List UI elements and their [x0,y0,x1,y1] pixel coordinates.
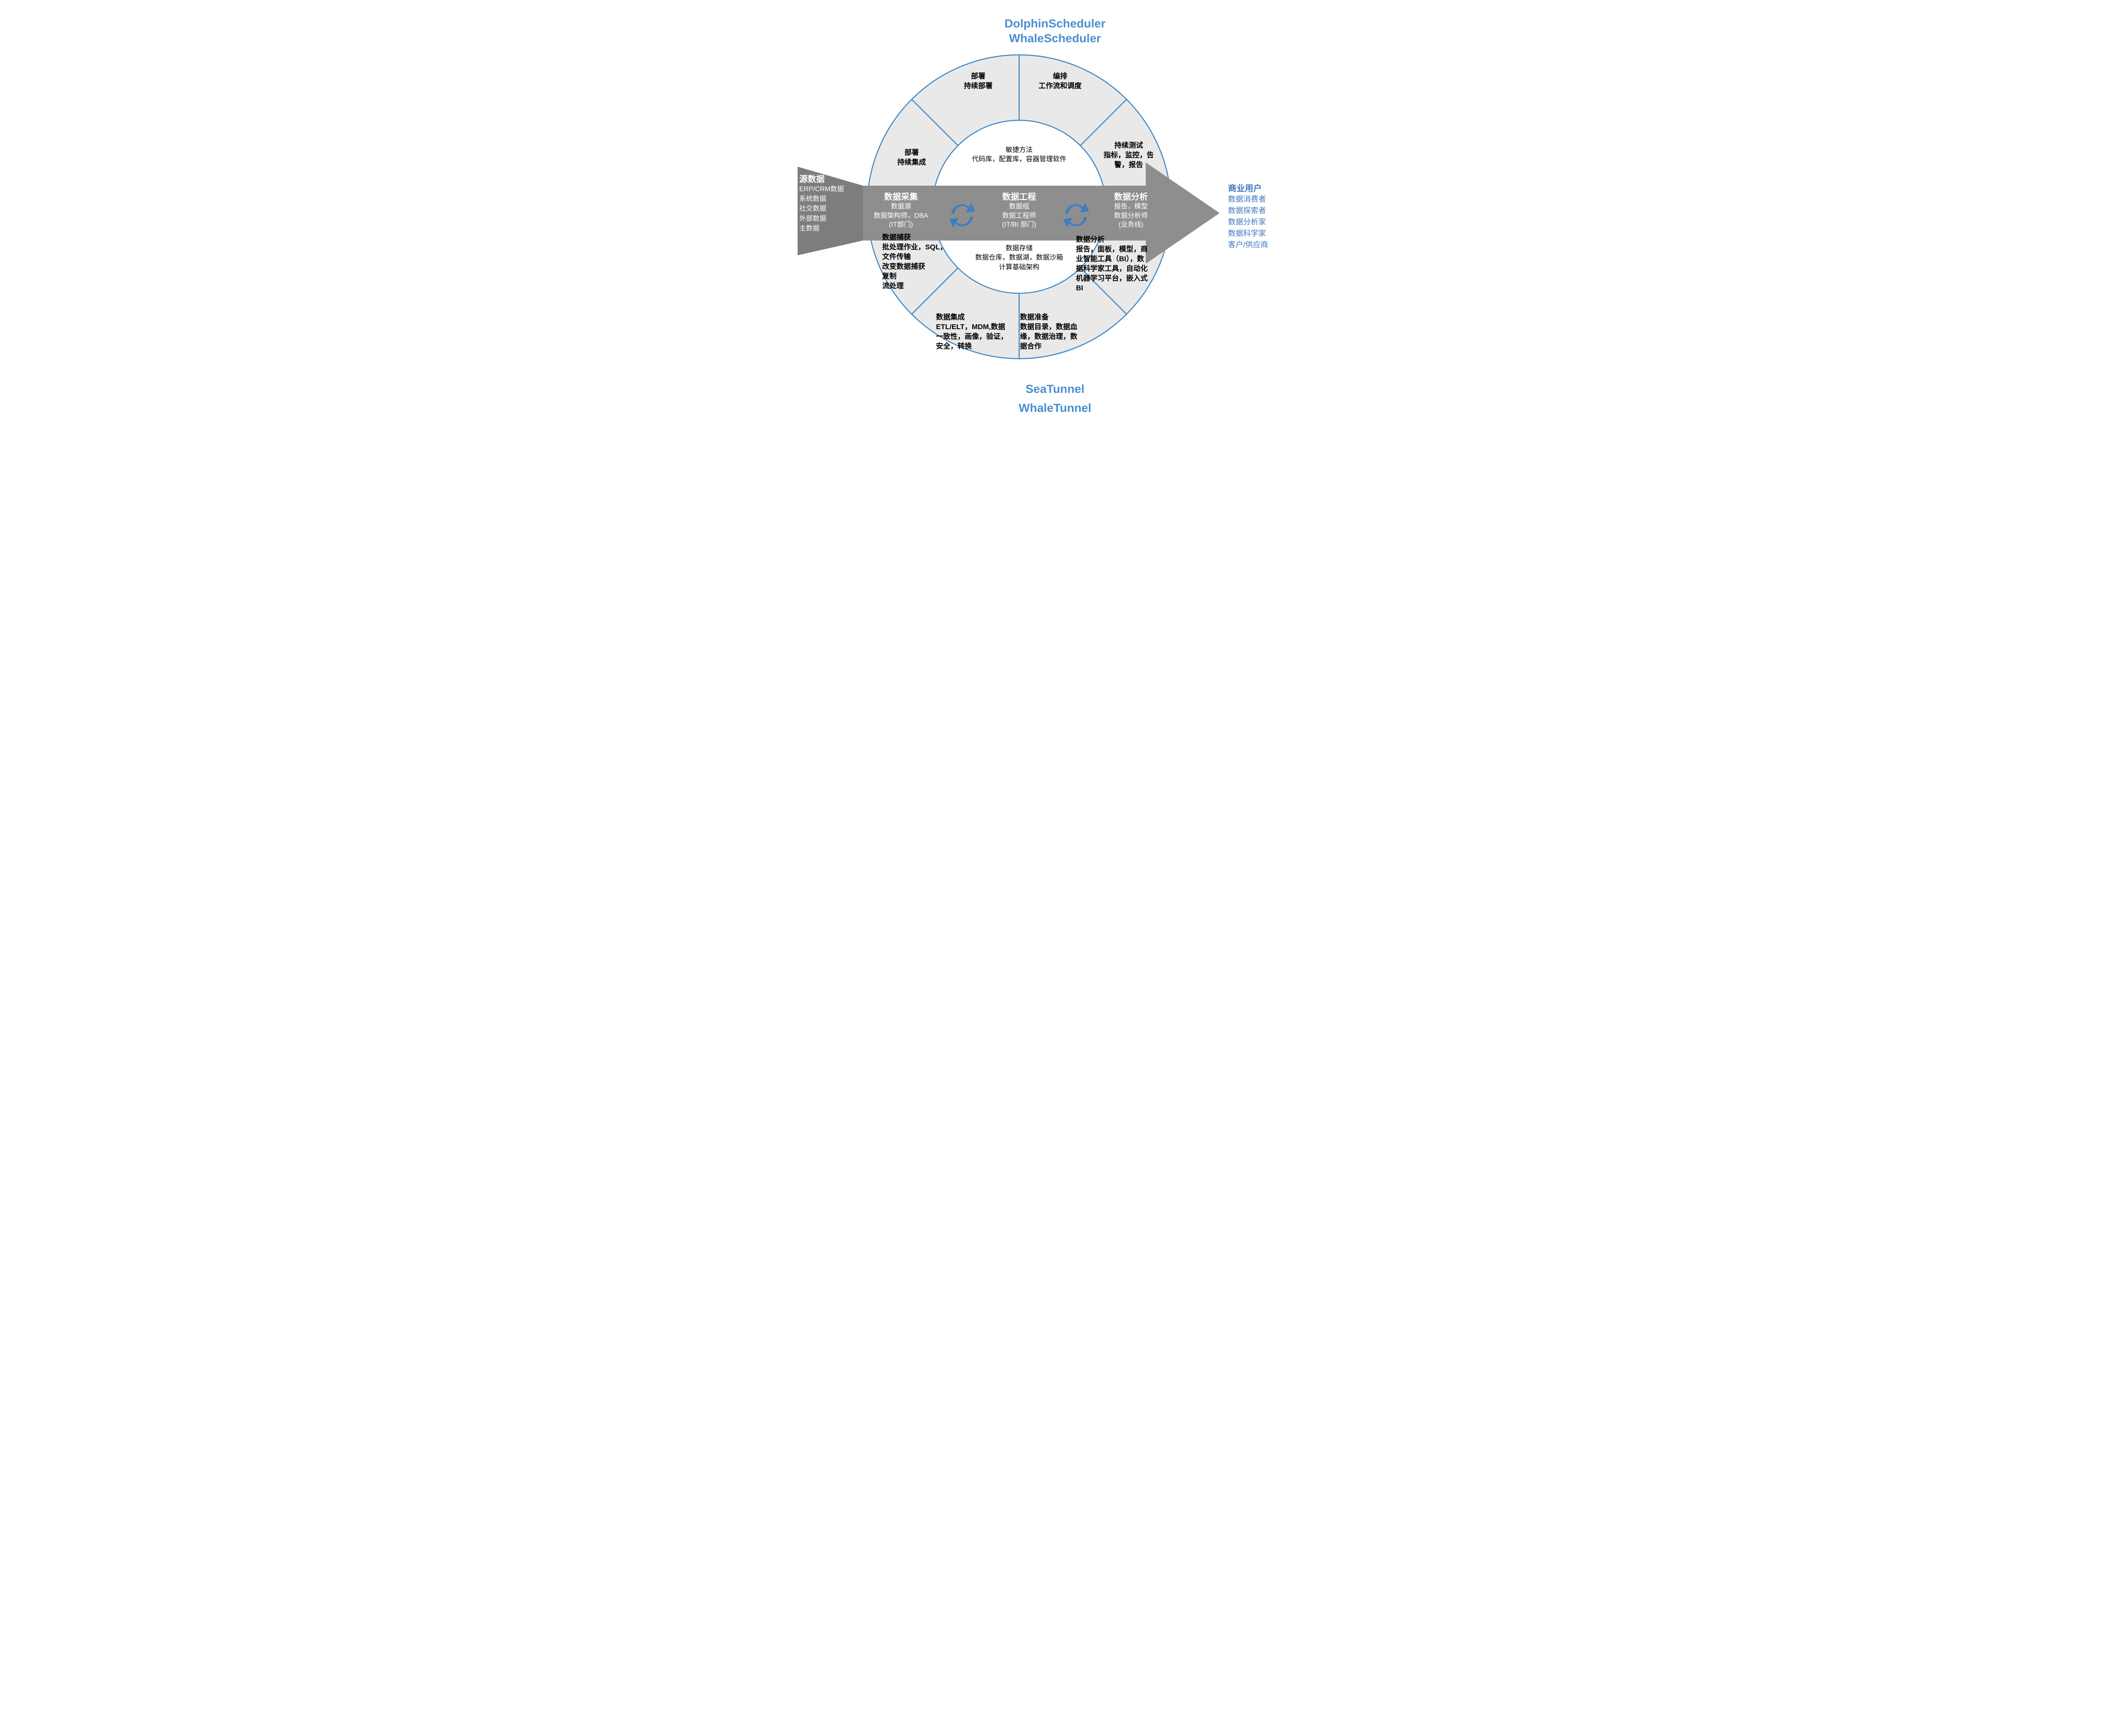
right-item: 数据科学家 [1228,228,1268,239]
band-col3-l1: 报告，模型 [1087,202,1175,211]
band-col2-l2: 数据工程师 [975,211,1063,221]
right-item: 客户/供应商 [1228,239,1268,251]
source-block: 源数据 ERP/CRM数据系统数据社交数据外部数据主数据 [799,172,844,233]
right-title: 商业用户 [1228,181,1268,194]
band-col1-l1: 数据源 [857,202,945,211]
inner-top-title: 敏捷方法 [937,146,1101,155]
seg-top-mid-l: 部署持续部署 [942,72,1014,91]
seg-top-right: 持续测试指标，监控，告警，报告 [1089,141,1169,170]
source-item: 系统数据 [799,194,844,204]
right-item: 数据分析家 [1228,216,1268,228]
source-item: 社交数据 [799,204,844,214]
inner-top-sub: 代码库，配置库，容器管理软件 [937,155,1101,164]
seg-top-left: 部署持续集成 [876,148,947,168]
seg-bot-right: 数据分析报告，面板，模型，商业智能工具（BI），数据科学家工具，自动化机器学习平… [1076,235,1165,293]
band-col1-title: 数据采集 [857,190,945,202]
right-item: 数据探索者 [1228,205,1268,216]
seg-bot-mid-r: 数据准备数据目录，数据血缘，数据治理，数据合作 [1020,313,1104,352]
seg-top-mid-r: 编排工作流和调度 [1020,72,1100,91]
right-item: 数据消费者 [1228,194,1268,205]
inner-top-block: 敏捷方法 代码库，配置库，容器管理软件 [937,146,1101,165]
source-item: 外部数据 [799,214,844,224]
band-col3-title: 数据分析 [1087,190,1175,202]
source-list: ERP/CRM数据系统数据社交数据外部数据主数据 [799,184,844,233]
diagram-stage: DolphinSchedulerWhaleScheduler SeaTunnel… [793,0,1317,414]
band-col3-l2: 数据分析师 [1087,211,1175,221]
band-col1: 数据采集 数据源 数据架构师，DBA (IT部门) [857,190,945,230]
band-col2-l1: 数据组 [975,202,1063,211]
band-col3-l3: (业务线) [1087,220,1175,230]
right-block: 商业用户 数据消费者数据探索者数据分析家数据科学家客户/供应商 [1228,181,1268,251]
band-col2-l3: (IT/BI 部门) [975,220,1063,230]
right-list: 数据消费者数据探索者数据分析家数据科学家客户/供应商 [1228,194,1268,251]
band-col1-l3: (IT部门) [857,220,945,230]
band-col2-title: 数据工程 [975,190,1063,202]
source-title: 源数据 [799,172,844,184]
seg-bot-mid-l: 数据集成ETL/ELT，MDM,数据一致性，画像，验证，安全，转换 [936,313,1020,352]
source-item: ERP/CRM数据 [799,184,844,194]
seg-bot-left: 数据捕获批处理作业，SQL，文件传输改变数据捕获复制流处理 [882,233,966,291]
band-col3: 数据分析 报告，模型 数据分析师 (业务线) [1087,190,1175,230]
band-col2: 数据工程 数据组 数据工程师 (IT/BI 部门) [975,190,1063,230]
band-col1-l2: 数据架构师，DBA [857,211,945,221]
source-item: 主数据 [799,224,844,233]
